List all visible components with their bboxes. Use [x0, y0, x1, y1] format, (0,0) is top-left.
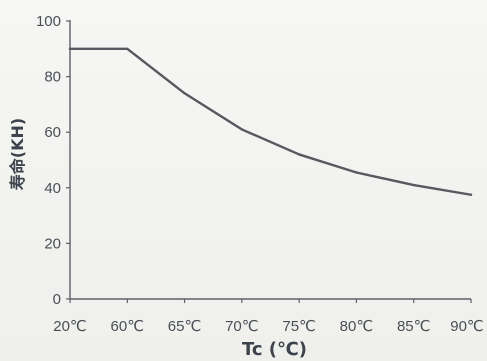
series-line	[68, 47, 473, 196]
data-point	[469, 193, 473, 196]
y-axis-title: 寿命(KH)	[8, 118, 27, 190]
x-tick-label: 85℃	[397, 318, 431, 335]
data-point	[355, 171, 358, 174]
y-tick-label: 20	[44, 235, 61, 252]
x-axis-title: Tc (℃)	[242, 339, 307, 360]
y-tick-label: 100	[36, 13, 61, 30]
data-point	[412, 183, 415, 187]
data-point	[126, 47, 129, 50]
y-tick-label: 80	[44, 69, 61, 86]
y-tick-label: 60	[44, 124, 61, 141]
data-point	[297, 153, 301, 156]
data-point	[240, 128, 244, 131]
x-tick-label: 70℃	[225, 318, 259, 335]
x-tick-label: 80℃	[340, 318, 374, 335]
x-tick-label: 65℃	[168, 318, 202, 335]
data-point	[183, 92, 186, 95]
x-tick-label: 75℃	[282, 318, 316, 335]
y-tick-label: 0	[53, 291, 61, 308]
x-tick-label: 20℃	[53, 318, 87, 335]
y-tick-label: 40	[44, 180, 61, 197]
data-point	[68, 47, 72, 50]
x-tick-label: 60℃	[111, 318, 145, 335]
x-tick-label: 90℃	[450, 318, 484, 335]
